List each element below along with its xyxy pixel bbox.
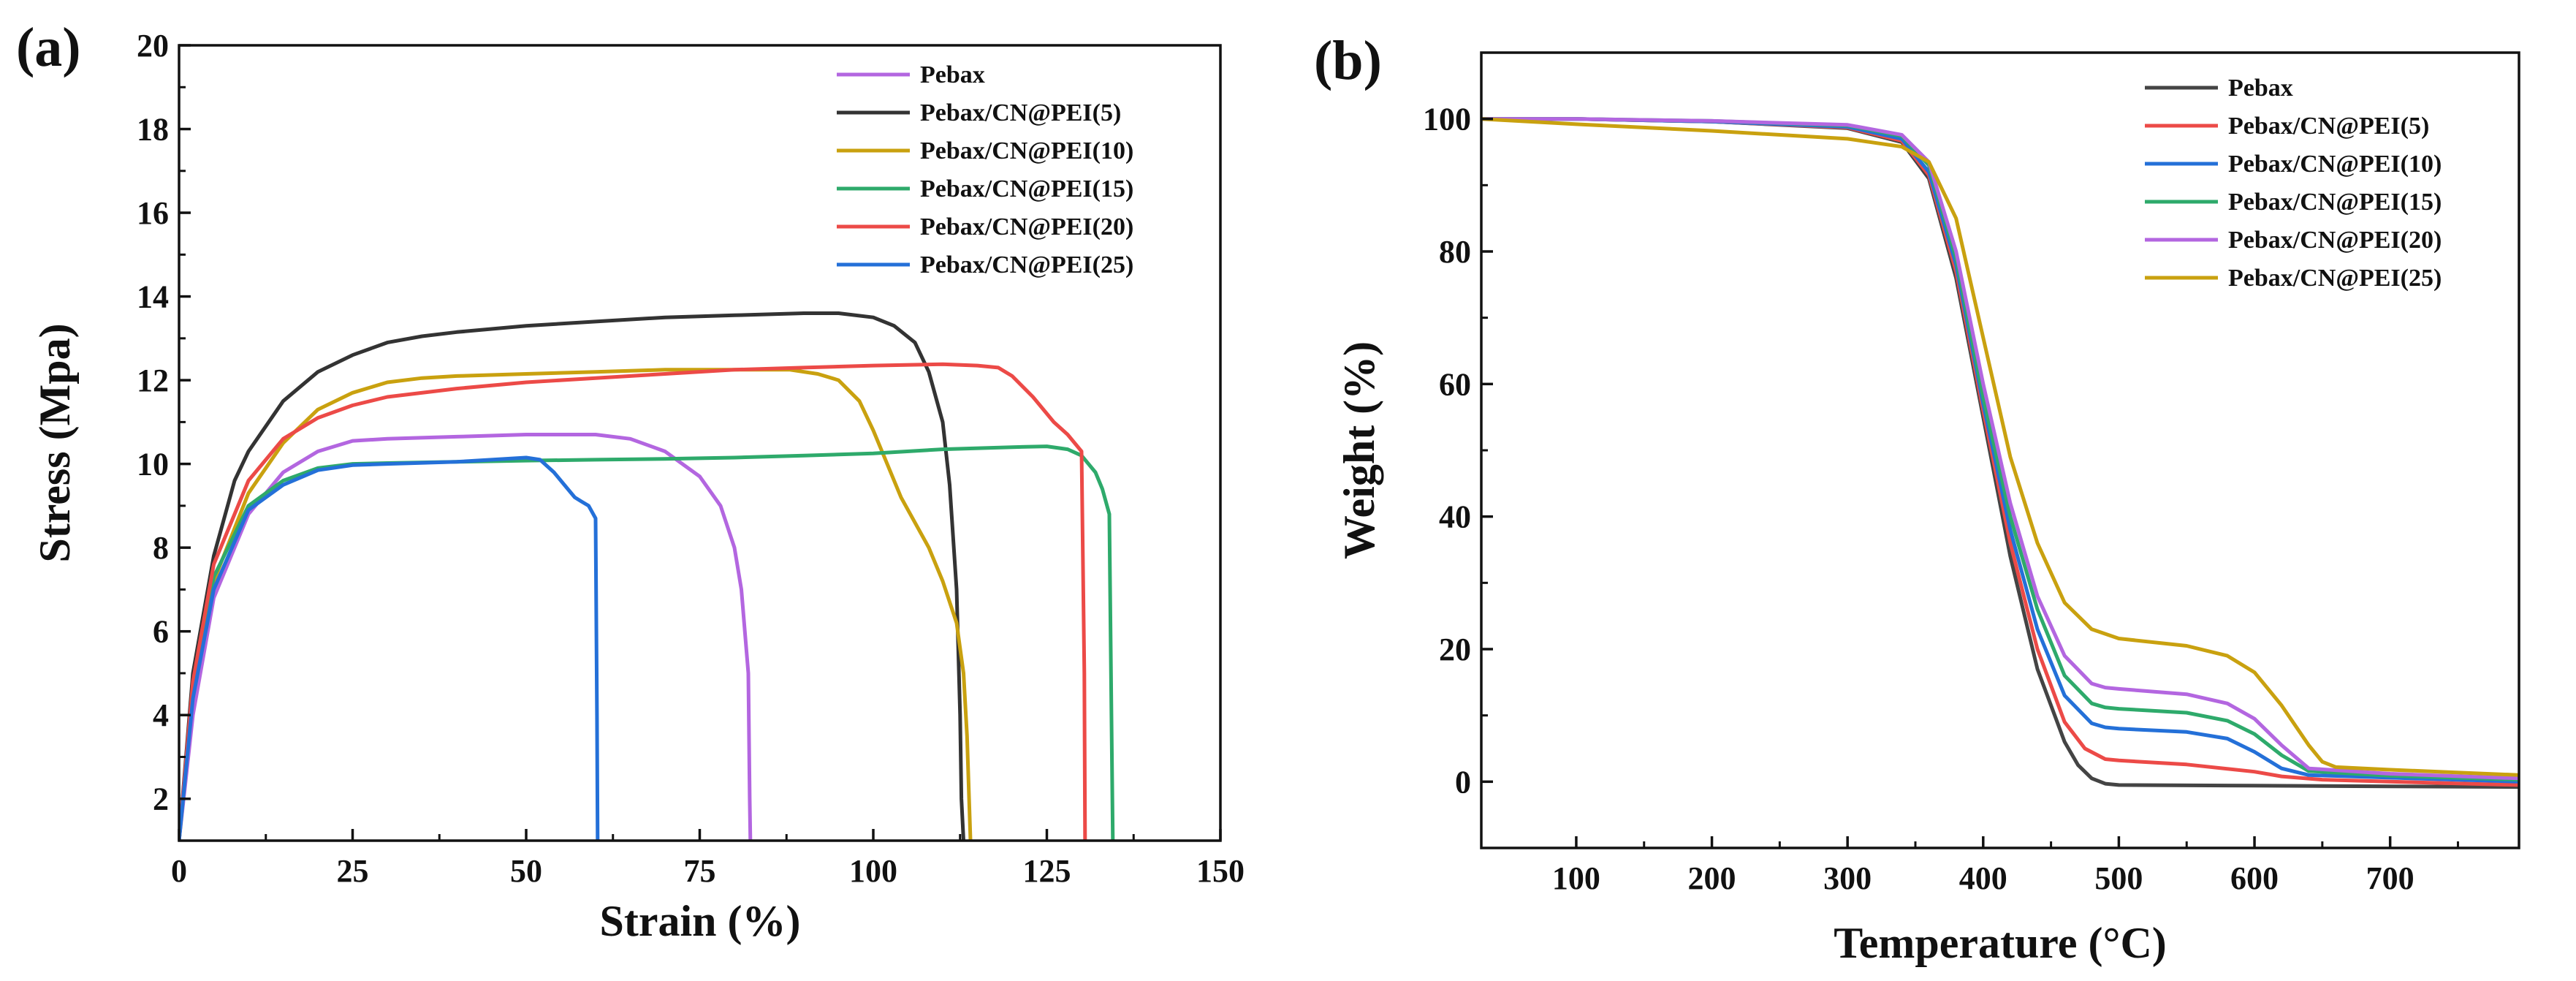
series-line-2: [179, 311, 965, 841]
y-tick-label: 20: [137, 28, 169, 64]
legend-label: Pebax/CN@PEI(10): [2228, 151, 2442, 178]
series-line-6: [1481, 117, 2519, 777]
legend-label: Pebax: [920, 61, 985, 88]
y-tick-label: 12: [137, 363, 169, 398]
x-tick-label: 125: [1023, 853, 1071, 889]
y-tick-label: 2: [153, 781, 169, 817]
x-tick-label: 100: [1552, 860, 1600, 896]
panel-a-plot-frame: [178, 44, 1222, 842]
y-tick-label: 100: [1423, 102, 1471, 137]
legend-label: Pebax: [2228, 75, 2293, 102]
y-tick-label: 8: [153, 530, 169, 566]
y-tick-label: 18: [137, 112, 169, 148]
y-tick-label: 20: [1439, 632, 1471, 667]
legend-label: Pebax/CN@PEI(15): [920, 175, 1133, 202]
series-line-6: [179, 455, 600, 841]
x-tick-label: 50: [510, 853, 542, 889]
panel-b-ticks: 100 200 300 400 500 600 700 0 20 40 60 80 100: [1423, 51, 2459, 896]
y-tick-label: 14: [137, 279, 169, 315]
legend-label: Pebax/CN@PEI(25): [2228, 265, 2442, 292]
y-tick-label: 40: [1439, 499, 1471, 535]
panel-b-y-axis-label: Weight (%): [1335, 341, 1383, 559]
series-line-3: [179, 368, 973, 841]
x-tick-label: 25: [337, 853, 369, 889]
panel-a-label: (a): [16, 17, 81, 78]
legend-label: Pebax/CN@PEI(15): [2228, 189, 2442, 216]
x-tick-label: 400: [1959, 860, 2007, 896]
panel-a-legend: Pebax Pebax/CN@PEI(5) Pebax/CN@PEI(10) Peba…: [837, 61, 1133, 279]
legend-label: Pebax/CN@PEI(25): [920, 251, 1133, 279]
legend-label: Pebax/CN@PEI(20): [920, 213, 1133, 240]
x-tick-label: 150: [1196, 853, 1245, 889]
series-line-4: [179, 444, 1115, 841]
panel-b-x-axis-label: Temperature (°C): [1834, 919, 2167, 967]
y-tick-label: 80: [1439, 234, 1471, 270]
legend-label: Pebax/CN@PEI(5): [2228, 113, 2429, 140]
panel-b-series: [1481, 117, 2519, 789]
x-tick-label: 0: [171, 853, 187, 889]
x-tick-label: 300: [1823, 860, 1872, 896]
x-tick-label: 100: [849, 853, 897, 889]
y-tick-label: 16: [137, 195, 169, 231]
y-tick-label: 10: [137, 447, 169, 482]
panel-b-label: (b): [1314, 30, 1382, 91]
y-tick-label: 6: [153, 614, 169, 650]
panel-a-ticks: 0 25 50 75 100 125 150 2 4 6 8 10 12 14 16 18 20: [137, 28, 1245, 889]
x-tick-label: 500: [2094, 860, 2143, 896]
panel-a-y-axis-label: Stress (Mpa): [31, 323, 79, 562]
panel-b-legend: Pebax Pebax/CN@PEI(5) Pebax/CN@PEI(10) Peba…: [2145, 75, 2442, 292]
series-line-4: [1481, 117, 2519, 782]
panel-a-series: [179, 311, 1115, 841]
legend-label: Pebax/CN@PEI(10): [920, 137, 1133, 164]
y-tick-label: 4: [153, 697, 169, 733]
series-line-5: [179, 362, 1087, 841]
panel-a-x-axis-label: Strain (%): [600, 897, 801, 945]
x-tick-label: 700: [2366, 860, 2414, 896]
x-tick-label: 600: [2230, 860, 2279, 896]
legend-label: Pebax/CN@PEI(5): [920, 99, 1121, 126]
y-tick-label: 0: [1455, 764, 1471, 800]
x-tick-label: 200: [1688, 860, 1736, 896]
x-tick-label: 75: [684, 853, 716, 889]
legend-label: Pebax/CN@PEI(20): [2228, 227, 2442, 254]
series-line-3: [1481, 117, 2519, 784]
series-line-5: [1481, 117, 2519, 781]
y-tick-label: 60: [1439, 366, 1471, 402]
